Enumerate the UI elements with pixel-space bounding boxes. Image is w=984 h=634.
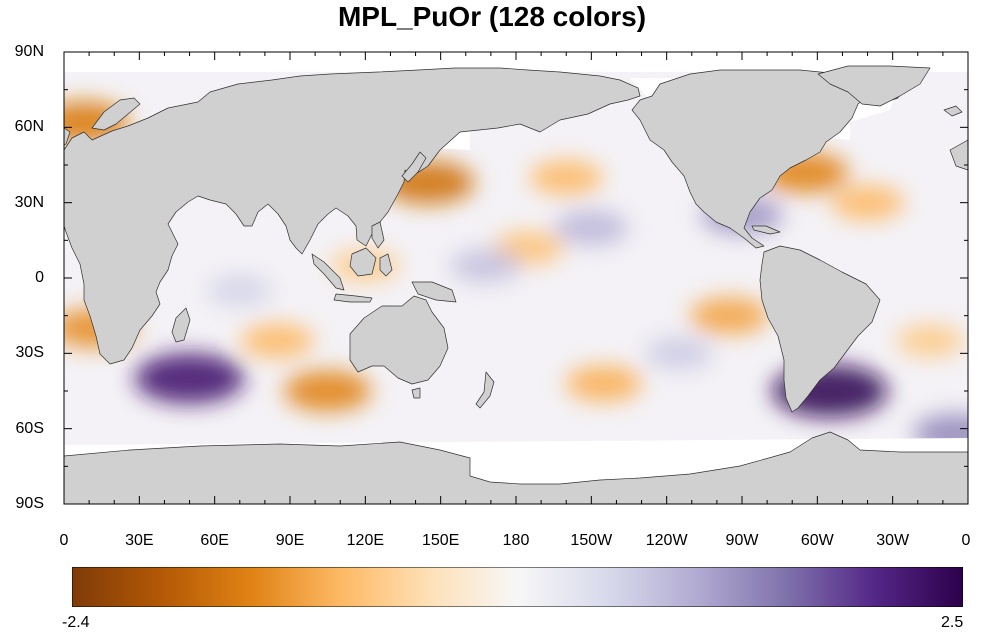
y-tick-label: 90N xyxy=(14,43,44,60)
x-tick-label: 120W xyxy=(645,532,688,549)
anomaly-south-atlantic xyxy=(896,324,965,357)
colorbar-fill xyxy=(72,567,963,607)
british-isles xyxy=(64,127,71,146)
antarctica xyxy=(64,431,968,504)
anomaly-south-pacific-central xyxy=(645,337,714,370)
y-tick-label: 60S xyxy=(15,419,44,437)
land-masses xyxy=(64,65,968,504)
philippines xyxy=(371,221,385,249)
x-tick-label: 90E xyxy=(275,532,305,549)
scandinavia xyxy=(91,97,141,131)
x-tick-label: 150E xyxy=(421,532,460,549)
new-guinea xyxy=(411,281,457,303)
madagascar xyxy=(171,307,191,343)
anomaly-south-indian-ocean-west xyxy=(240,323,315,359)
sumatra xyxy=(311,253,345,291)
y-tick-label: 30N xyxy=(14,193,44,211)
chart-title: MPL_PuOr (128 colors) xyxy=(337,1,647,32)
anomaly-western-tropical-pacific xyxy=(450,248,522,283)
x-tick-label: 30E xyxy=(125,532,154,549)
tick-marks xyxy=(63,51,969,505)
x-tick-label: 60E xyxy=(200,532,229,549)
anomaly-east-pacific xyxy=(554,210,628,246)
australia xyxy=(349,295,449,385)
tasmania xyxy=(411,387,421,399)
anomaly-north-atlantic xyxy=(830,185,905,221)
greenland xyxy=(817,65,931,107)
new-zealand xyxy=(475,371,495,409)
anomaly-southern-indian-ocean xyxy=(284,370,372,412)
x-tick-label: 180 xyxy=(502,532,530,549)
iceland xyxy=(943,105,963,117)
anomaly-south-of-africa xyxy=(134,353,245,404)
colorbar xyxy=(72,567,963,607)
y-tick-label: 30S xyxy=(15,344,44,362)
cuba xyxy=(751,225,781,235)
y-tick-label: 60N xyxy=(14,118,44,136)
x-tick-label: 30W xyxy=(876,532,910,549)
x-tick-label: 0 xyxy=(59,532,69,549)
anomaly-south-pacific xyxy=(565,365,642,402)
y-tick-label: 90S xyxy=(15,495,44,512)
eurasia-africa xyxy=(64,67,641,365)
colorbar-min-label: -2.4 xyxy=(62,614,90,631)
x-tick-label: 120E xyxy=(346,532,385,549)
x-tick-label: 0 xyxy=(961,532,971,549)
x-tick-label: 60W xyxy=(800,532,834,549)
y-tick-label: 0 xyxy=(35,269,44,286)
anomaly-north-pacific xyxy=(529,160,603,195)
iberia-east xyxy=(949,139,968,171)
x-tick-label: 90W xyxy=(725,532,759,549)
anomaly-southeast-pacific xyxy=(690,297,769,335)
south-america xyxy=(759,245,881,413)
colorbar-max-label: 2.5 xyxy=(941,614,964,631)
x-tick-label: 150W xyxy=(570,532,613,549)
java xyxy=(333,293,373,303)
japan xyxy=(401,151,427,183)
anomaly-equatorial-indian-ocean xyxy=(207,274,273,307)
borneo xyxy=(349,247,377,277)
sulawesi xyxy=(379,253,393,277)
